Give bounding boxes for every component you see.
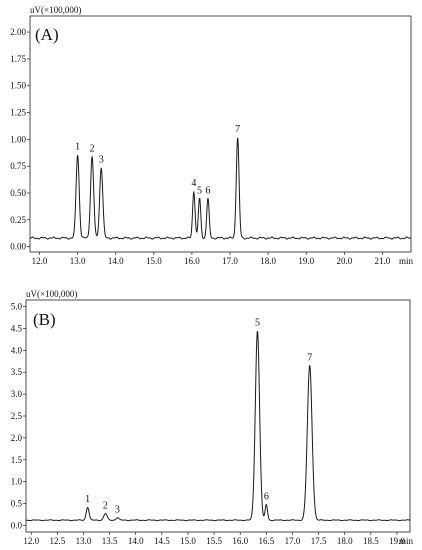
- y-tick-label: 0.5: [11, 499, 23, 509]
- y-tick-label: 0.0: [11, 520, 23, 530]
- y-tick-label: 2.00: [10, 27, 26, 37]
- chromatogram-trace-a: [29, 137, 412, 240]
- y-axis-a: 0.00 0.25 0.50 0.75 1.00 1.25 1.50 1.75 2.00: [10, 27, 30, 252]
- x-tick-label: 14.0: [128, 536, 144, 546]
- x-tick-label: 17.5: [311, 536, 327, 546]
- peak-label: 7: [307, 353, 312, 364]
- peak-label: 3: [115, 505, 120, 516]
- y-tick-label: 1.50: [10, 81, 26, 91]
- plot-frame-a: [29, 15, 412, 253]
- x-tick-label: 15.0: [180, 536, 196, 546]
- y-tick-label: 5.0: [11, 302, 23, 312]
- chromatogram-trace-b: [25, 331, 411, 522]
- x-tick-label: 13.5: [102, 536, 118, 546]
- y-tick-label: 1.25: [10, 108, 26, 118]
- peak-labels-a: 1 23 45 6 7: [75, 124, 240, 196]
- peak-label: 3: [99, 154, 104, 165]
- x-unit-label-b: min: [399, 536, 414, 546]
- y-tick-label: 4.0: [11, 345, 23, 355]
- x-tick-label: 18.0: [260, 256, 276, 266]
- y-unit-label-b: uV(×100,000): [26, 289, 77, 299]
- y-unit-label-a: uV(×100,000): [30, 5, 81, 15]
- y-tick-label: 2.5: [11, 411, 23, 421]
- x-tick-label: 14.0: [108, 256, 124, 266]
- x-tick-label: 16.0: [184, 256, 200, 266]
- x-tick-label: 19.0: [298, 256, 314, 266]
- x-tick-label: 15.5: [206, 536, 222, 546]
- y-tick-label: 0.75: [10, 161, 26, 171]
- peak-label: 1: [75, 141, 80, 152]
- peak-labels-b: 1 2 3 5 6 7: [85, 318, 312, 516]
- x-tick-label: 12.0: [23, 536, 39, 546]
- y-tick-label: 1.00: [10, 134, 26, 144]
- x-tick-label: 13.0: [70, 256, 86, 266]
- x-tick-label: 13.0: [76, 536, 92, 546]
- y-tick-label: 4.5: [11, 323, 23, 333]
- x-tick-label: 17.0: [285, 536, 301, 546]
- x-tick-label: 15.0: [146, 256, 162, 266]
- x-tick-label: 16.5: [258, 536, 274, 546]
- peak-label: 5: [197, 185, 202, 196]
- x-unit-label-a: min: [399, 256, 414, 266]
- y-tick-label: 0.25: [10, 215, 26, 225]
- x-tick-label: 14.5: [154, 536, 170, 546]
- x-tick-label: 16.0: [232, 536, 248, 546]
- panel-label-b: (B): [33, 310, 56, 329]
- plot-frame-b: [25, 299, 411, 533]
- peak-label: 2: [90, 144, 95, 155]
- y-tick-label: 0.50: [10, 188, 26, 198]
- peak-label: 4: [191, 178, 196, 189]
- y-tick-label: 3.5: [11, 367, 23, 377]
- peak-label: 6: [205, 185, 210, 196]
- y-tick-label: 2.0: [11, 433, 23, 443]
- peak-label: 6: [264, 491, 269, 502]
- x-axis-b: 12.0 12.5 13.0 13.5 14.0 14.5 15.0 15.5 16.0 16.5…: [23, 532, 405, 546]
- chromatogram-panel-b: uV(×100,000) min (B) 0.0 0.5 1.0 1.5 2.0 2.5 3…: [11, 289, 414, 546]
- y-tick-label: 0.00: [10, 242, 26, 252]
- peak-label: 5: [255, 318, 260, 329]
- panel-label-a: (A): [35, 25, 59, 44]
- x-tick-label: 18.0: [337, 536, 353, 546]
- x-tick-label: 20.0: [336, 256, 352, 266]
- peak-label: 2: [103, 501, 108, 512]
- chromatogram-panel-a: uV(×100,000) min (A) 0.00 0.25 0.50 0.75 1.0…: [10, 5, 413, 266]
- peak-label: 7: [235, 124, 240, 135]
- x-tick-label: 19.0: [389, 536, 405, 546]
- y-tick-label: 1.0: [11, 477, 23, 487]
- y-tick-label: 3.0: [11, 389, 23, 399]
- x-tick-label: 21.0: [375, 256, 391, 266]
- y-tick-label: 1.75: [10, 54, 26, 64]
- x-axis-a: 12.0 13.0 14.0 15.0 16.0 17.0 18.0 19.0 20.0 21.0: [32, 252, 391, 266]
- peak-label: 1: [85, 494, 90, 505]
- y-tick-label: 1.5: [11, 455, 23, 465]
- x-tick-label: 17.0: [222, 256, 238, 266]
- x-tick-label: 12.0: [32, 256, 48, 266]
- x-tick-label: 18.5: [363, 536, 379, 546]
- y-axis-b: 0.0 0.5 1.0 1.5 2.0 2.5 3.0 3.5 4.0 4.5 5.0: [11, 302, 26, 530]
- x-tick-label: 12.5: [49, 536, 65, 546]
